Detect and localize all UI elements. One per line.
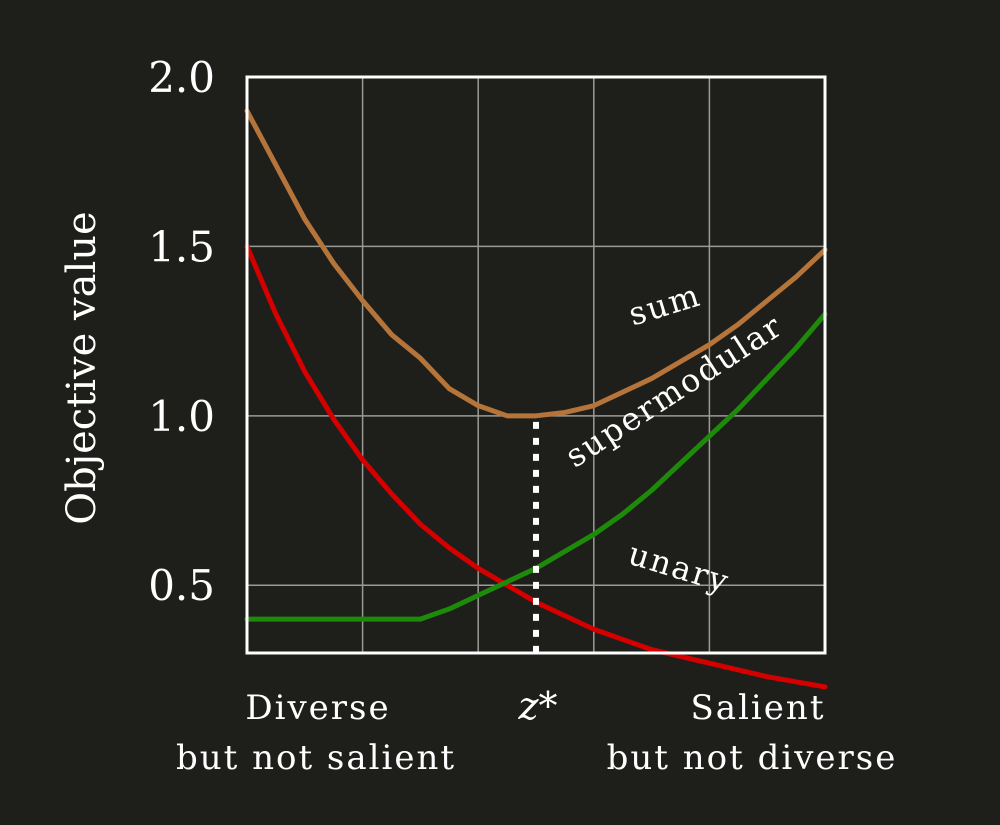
plot-frame (245, 75, 827, 655)
z-star-label: z* (517, 684, 557, 728)
series-line-supermodular (244, 311, 828, 622)
y-tick-label-2: 1.0 (148, 392, 215, 441)
y-tick-label-1: 0.5 (148, 561, 215, 610)
y-tick-labels: 0.5 1.0 1.5 2.0 (148, 53, 215, 610)
x-category-right-line2: but not diverse (607, 738, 898, 778)
series-label-unary: unary (624, 534, 734, 601)
x-category-left-line1: Diverse (245, 688, 390, 728)
series-line-sum (244, 108, 828, 419)
x-category-right-line1: Salient (691, 688, 826, 728)
x-category-left-line2: but not salient (176, 738, 456, 778)
y-axis-label: Objective value (59, 211, 105, 524)
y-tick-label-4: 2.0 (148, 53, 215, 102)
y-tick-label-3: 1.5 (148, 222, 215, 271)
series-label-sum: sum (624, 276, 705, 334)
